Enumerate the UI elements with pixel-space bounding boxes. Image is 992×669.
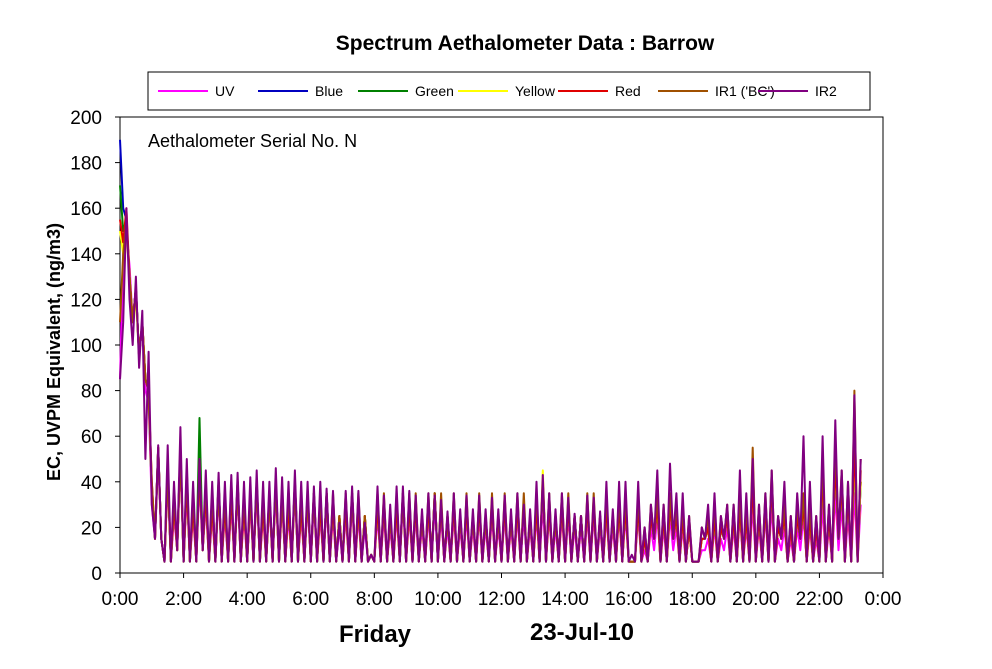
y-tick-label: 60: [81, 427, 102, 448]
legend-label: Red: [615, 83, 641, 99]
x-axis-date-label: 23-Jul-10: [530, 619, 634, 646]
y-tick-label: 140: [70, 245, 102, 266]
legend-label: Green: [415, 83, 454, 99]
legend-label: UV: [215, 83, 235, 99]
series-line-ir2: [119, 207, 862, 563]
series-group: [119, 139, 862, 563]
x-tick-label: 22:00: [796, 589, 844, 610]
y-axis-label: EC, UVPM Equivalent, (ng/m3): [44, 223, 64, 481]
x-tick-label: 2:00: [165, 589, 202, 610]
y-tick-label: 0: [91, 564, 102, 585]
x-tick-label: 6:00: [292, 589, 329, 610]
y-tick-label: 40: [81, 473, 102, 494]
y-tick-label: 180: [70, 154, 102, 175]
legend: UV Blue Green Yellow Red IR1 ('BC') IR2: [158, 83, 837, 99]
y-tick-label: 120: [70, 290, 102, 311]
x-tick-label: 14:00: [541, 589, 589, 610]
plot-area: [119, 116, 884, 574]
y-tick-label: 80: [81, 382, 102, 403]
x-axis-day-label: Friday: [339, 621, 412, 648]
y-tick-label: 20: [81, 518, 102, 539]
y-tick-label: 160: [70, 199, 102, 220]
x-tick-label: 16:00: [605, 589, 653, 610]
x-tick-label: 18:00: [668, 589, 716, 610]
y-tick-label: 200: [70, 108, 102, 129]
x-tick-label: 0:00: [102, 589, 139, 610]
serial-number-annotation: Aethalometer Serial No. N: [148, 131, 357, 151]
x-tick-label: 8:00: [356, 589, 393, 610]
x-tick-label: 12:00: [478, 589, 526, 610]
y-tick-label: 100: [70, 336, 102, 357]
legend-label: Yellow: [515, 83, 556, 99]
x-tick-label: 4:00: [229, 589, 266, 610]
y-axis: 0 20 40 60 80 100 120 140 160 180 200: [70, 108, 120, 585]
x-tick-label: 10:00: [414, 589, 462, 610]
legend-label: IR1 ('BC'): [715, 83, 775, 99]
x-tick-label: 20:00: [732, 589, 780, 610]
x-tick-label: 0:00: [865, 589, 902, 610]
legend-label: Blue: [315, 83, 343, 99]
x-axis: 0:00 2:00 4:00 6:00 8:00 10:00 12:00 14:00 16:00…: [102, 573, 902, 610]
legend-label: IR2: [815, 83, 837, 99]
chart-title: Spectrum Aethalometer Data : Barrow: [336, 32, 715, 55]
